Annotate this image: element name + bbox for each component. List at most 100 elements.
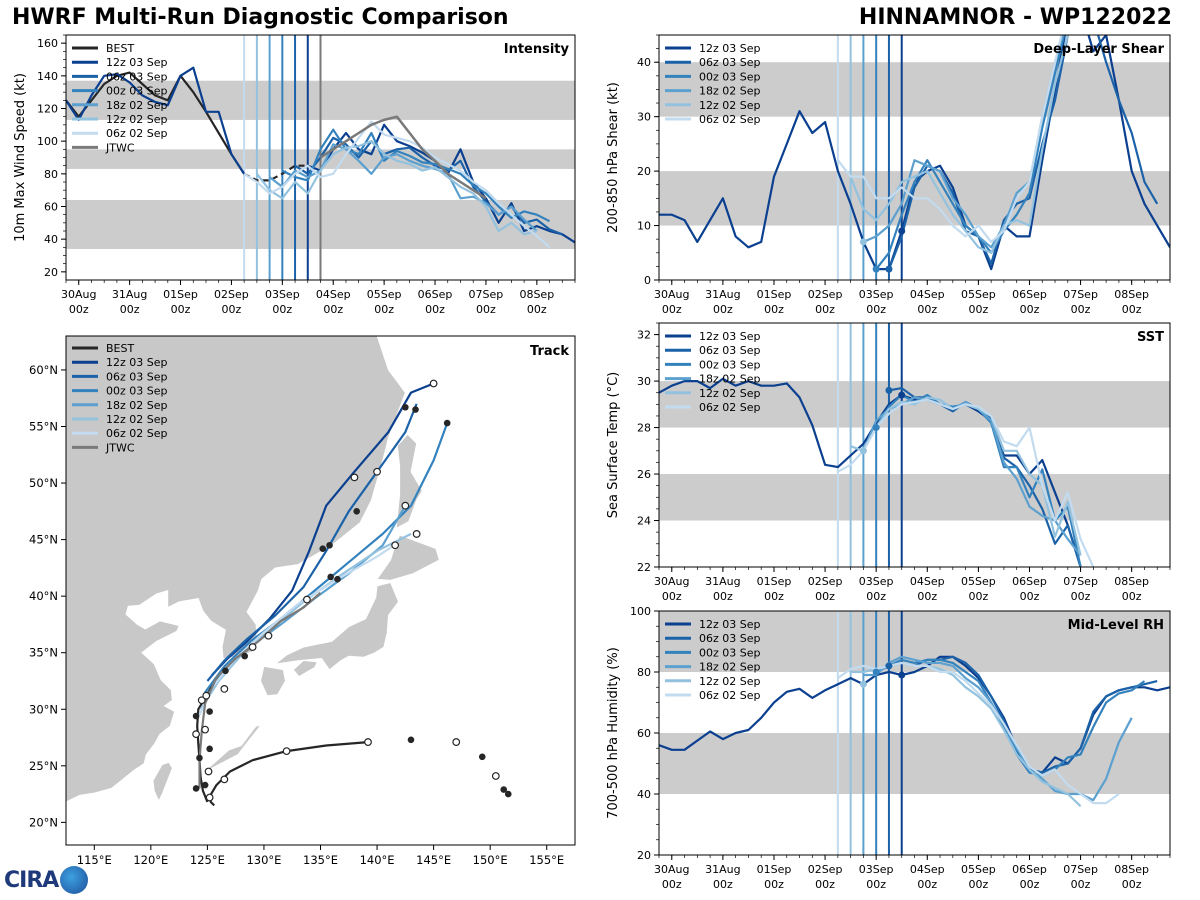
- track-point-open: [220, 685, 229, 693]
- x-tick-label: 00z: [968, 303, 988, 316]
- y-tick-label: 20: [44, 266, 58, 279]
- y-tick-label: 50°N: [29, 476, 58, 490]
- init-marker: [898, 671, 906, 679]
- track-panel: 115°E 120°E 125°E 130°E 135°E 140°E 145°E 150°E…: [29, 335, 576, 867]
- track-point-open: [282, 747, 291, 756]
- x-tick-label: 00z: [120, 303, 140, 316]
- y-axis-label: Sea Surface Temp (°C): [606, 372, 621, 519]
- x-tick-label: 08Sep: [1114, 288, 1149, 301]
- series-line: [837, 661, 1120, 805]
- y-tick-label: 26: [637, 468, 651, 481]
- y-tick-label: 40°N: [29, 589, 58, 603]
- x-tick-label: 00z: [1122, 878, 1142, 891]
- x-tick-label: 04Sep: [910, 288, 945, 301]
- y-tick-label: 60°N: [29, 363, 58, 377]
- track-point-open: [202, 691, 211, 700]
- x-tick-label: 07Sep: [1063, 288, 1098, 301]
- legend-label: 06z 02 Sep: [106, 427, 168, 440]
- x-tick-label: 31Aug: [705, 575, 740, 588]
- x-tick-label: 05Sep: [961, 863, 996, 876]
- y-tick-label: 140: [37, 70, 58, 83]
- panel-title: Mid-Level RH: [1068, 618, 1164, 633]
- y-tick-label: 80: [637, 666, 651, 679]
- legend-label: 18z 02 Sep: [106, 99, 168, 112]
- init-marker: [898, 391, 906, 399]
- x-tick-label: 00z: [866, 303, 886, 316]
- series-line: [281, 128, 551, 223]
- y-tick-label: 80: [44, 168, 58, 181]
- x-tick-label: 03Sep: [859, 863, 894, 876]
- y-tick-label: 20: [637, 849, 651, 862]
- sst-panel: 22 24 26 28 30 32 30Aug 00z 31Aug 00z 01Sep 00z 02Se…: [606, 322, 1171, 603]
- legend-label: 12z 02 Sep: [699, 675, 761, 688]
- legend-label: 12z 02 Sep: [699, 99, 761, 112]
- ryukyu: [201, 724, 262, 775]
- y-tick-label: 0: [644, 274, 651, 287]
- track-point-open: [201, 725, 210, 734]
- legend-label: 12z 03 Sep: [106, 356, 168, 369]
- legend-label: 12z 03 Sep: [699, 42, 761, 55]
- y-tick-label: 40: [637, 788, 651, 801]
- x-tick-label: 01Sep: [757, 863, 792, 876]
- x-tick-label: 155°E: [529, 853, 564, 867]
- track-point-filled: [192, 785, 200, 792]
- init-marker: [898, 227, 906, 235]
- track-point-open: [412, 530, 421, 538]
- track-point-open: [373, 467, 381, 476]
- x-tick-label: 06Sep: [1012, 575, 1047, 588]
- x-tick-label: 00z: [1122, 590, 1142, 603]
- legend-label: 12z 03 Sep: [106, 56, 168, 69]
- track-point-filled: [196, 754, 203, 762]
- y-tick-label: 100: [37, 135, 58, 148]
- series-line: [268, 143, 538, 232]
- track-point-filled: [327, 573, 334, 581]
- legend-label: JTWC: [105, 141, 135, 154]
- track-point-open: [452, 738, 461, 746]
- track-point-filled: [402, 403, 409, 411]
- track-point-open: [204, 767, 213, 776]
- x-tick-label: 00z: [1071, 878, 1091, 891]
- y-tick-label: 20°N: [29, 815, 58, 829]
- x-tick-label: 00z: [713, 303, 733, 316]
- logo-text: CIRA: [4, 867, 59, 893]
- y-tick-label: 60: [44, 201, 58, 214]
- intensity-panel: 20 40 60 80 100 120 140 160 30Aug 00z 31Aug 00z 01Se…: [13, 34, 576, 316]
- x-tick-label: 00z: [1020, 590, 1040, 603]
- x-tick-label: 00z: [476, 303, 496, 316]
- track-line: [198, 544, 395, 716]
- track-point-filled: [443, 419, 451, 427]
- legend-label: 12z 03 Sep: [699, 330, 761, 343]
- x-tick-label: 00z: [1071, 303, 1091, 316]
- y-tick-label: 45°N: [29, 533, 58, 547]
- legend-label: 00z 03 Sep: [106, 85, 168, 98]
- track-point-open: [364, 738, 372, 746]
- rh-panel: 20 40 60 80 100 30Aug 00z 31Aug 00z 01Sep 00z 02Sep…: [606, 605, 1171, 891]
- y-tick-label: 22: [637, 561, 651, 574]
- x-tick-label: 00z: [171, 303, 191, 316]
- panel-title: Intensity: [504, 42, 570, 57]
- track-point-open: [391, 541, 400, 550]
- x-tick-label: 130°E: [246, 853, 281, 867]
- x-tick-label: 00z: [272, 303, 292, 316]
- y-tick-label: 40: [44, 233, 58, 246]
- kyushu: [260, 665, 286, 697]
- x-tick-label: 05Sep: [961, 575, 996, 588]
- legend-label: 06z 02 Sep: [106, 127, 168, 140]
- legend-label: 00z 03 Sep: [699, 358, 761, 371]
- x-tick-label: 00z: [968, 590, 988, 603]
- x-tick-label: 31Aug: [705, 863, 740, 876]
- track-line: [206, 403, 418, 682]
- x-tick-label: 02Sep: [808, 575, 843, 588]
- legend-label: 06z 03 Sep: [106, 370, 168, 383]
- init-marker: [859, 680, 867, 688]
- series-line: [849, 35, 1069, 254]
- legend-label: 18z 02 Sep: [699, 373, 761, 386]
- track-point-open: [350, 473, 359, 482]
- init-marker: [885, 662, 893, 670]
- init-marker: [885, 265, 893, 273]
- x-tick-label: 00z: [815, 590, 835, 603]
- track-point-open: [248, 643, 257, 651]
- y-tick-label: 25°N: [29, 759, 58, 773]
- x-tick-label: 00z: [69, 303, 89, 316]
- legend-label: 00z 03 Sep: [699, 70, 761, 83]
